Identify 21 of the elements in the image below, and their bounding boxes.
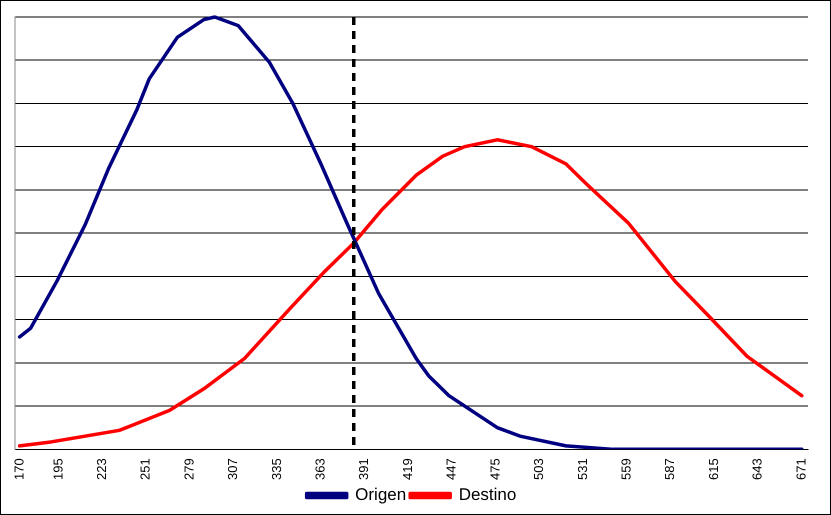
x-tick-label: 475 bbox=[487, 458, 502, 480]
x-tick-label: 503 bbox=[531, 458, 546, 480]
x-tick-label: 391 bbox=[356, 458, 372, 480]
x-tick-label: 559 bbox=[618, 458, 634, 480]
x-tick-label: 251 bbox=[138, 458, 153, 480]
x-tick-label: 447 bbox=[444, 458, 459, 480]
x-tick-label: 531 bbox=[574, 458, 590, 480]
x-tick-label: 643 bbox=[750, 458, 765, 480]
x-tick-label: 615 bbox=[706, 458, 721, 480]
x-tick-label: 223 bbox=[94, 458, 109, 480]
x-tick-label: 419 bbox=[400, 458, 415, 480]
legend-label: Origen bbox=[355, 485, 406, 504]
x-tick-label: 335 bbox=[268, 458, 284, 480]
x-tick-label: 363 bbox=[312, 458, 328, 480]
x-tick-label: 587 bbox=[662, 458, 678, 480]
legend-label: Destino bbox=[458, 485, 516, 504]
x-tick-label: 170 bbox=[11, 458, 26, 480]
x-tick-label: 195 bbox=[50, 458, 66, 480]
x-tick-label: 307 bbox=[225, 458, 240, 480]
x-tick-label: 279 bbox=[181, 458, 196, 480]
x-tick-label: 671 bbox=[793, 458, 808, 480]
